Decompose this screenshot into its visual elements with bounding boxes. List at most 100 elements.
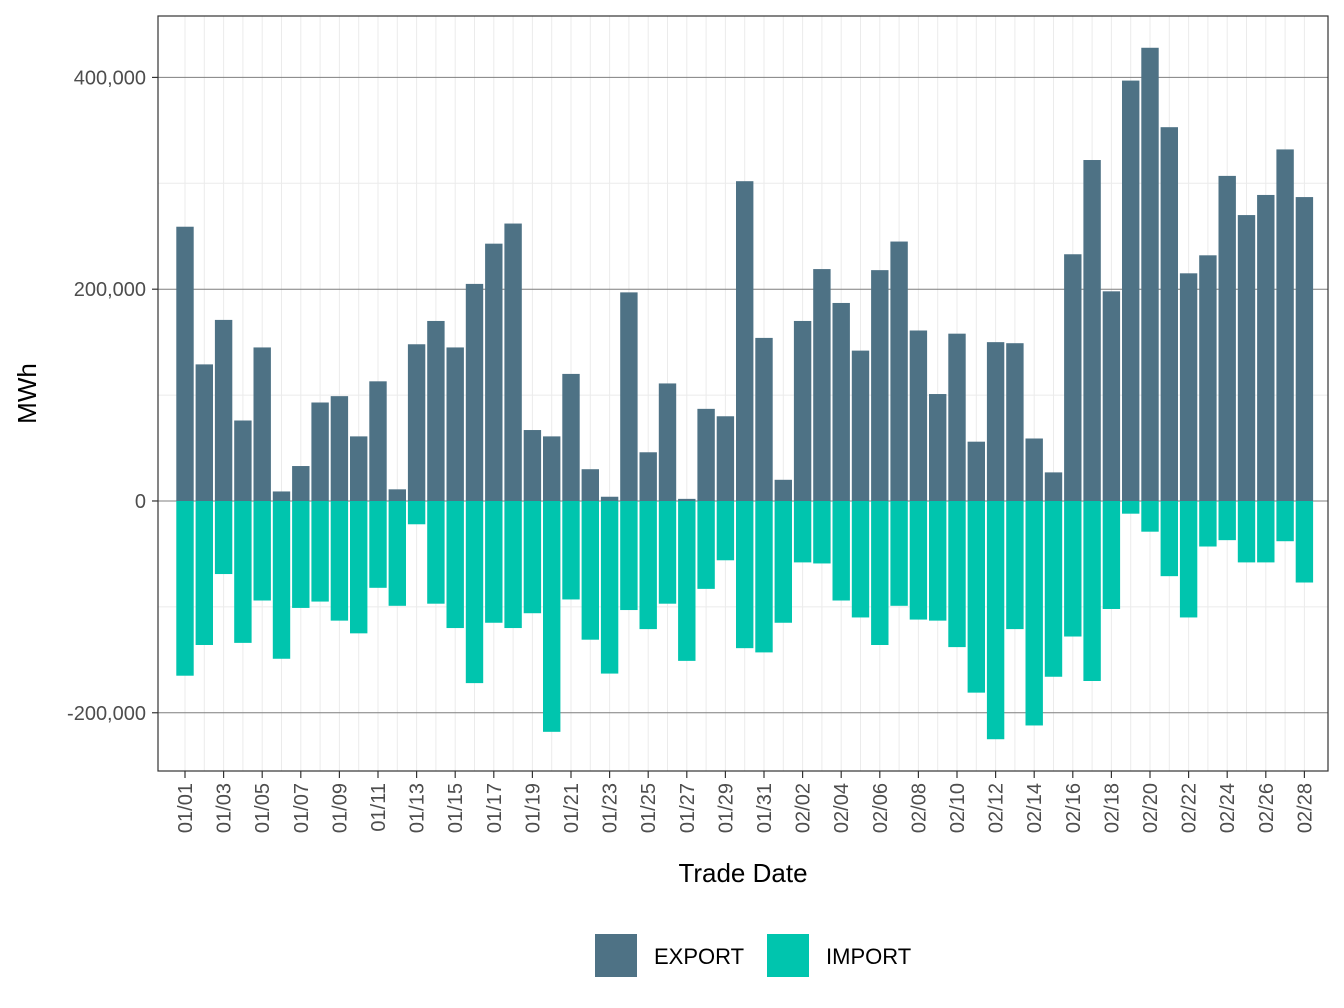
import-bar	[890, 500, 908, 606]
export-bar	[504, 223, 522, 501]
export-bar	[1064, 254, 1082, 501]
export-bar	[639, 452, 657, 501]
y-axis-title: MWh	[12, 363, 42, 424]
import-bar	[774, 500, 792, 623]
export-bar	[1237, 215, 1256, 501]
export-bar	[369, 381, 387, 501]
import-bar	[292, 500, 310, 608]
y-tick-label: -200,000	[67, 703, 146, 725]
x-tick-label: 02/22	[1179, 783, 1201, 833]
import-bar	[465, 500, 484, 684]
legend-label-export: EXPORT	[654, 944, 744, 969]
import-bar	[1064, 500, 1082, 637]
x-tick-label: 02/18	[1101, 783, 1123, 833]
export-bar	[292, 466, 310, 501]
export-bar	[195, 364, 213, 501]
export-bar	[967, 441, 985, 501]
import-bar	[755, 500, 773, 653]
plot-panel-border	[157, 15, 1329, 772]
import-bar	[832, 500, 850, 601]
import-bar	[1237, 500, 1256, 563]
import-bar	[311, 500, 329, 602]
export-bar	[1218, 175, 1236, 501]
export-bar	[407, 344, 426, 501]
x-tick-label: 01/19	[522, 783, 544, 833]
export-bar	[234, 420, 252, 501]
import-bar	[793, 500, 812, 563]
x-tick-label: 02/12	[986, 783, 1008, 833]
export-bar	[1025, 438, 1043, 501]
export-bar	[1295, 197, 1314, 501]
export-bar	[736, 181, 754, 501]
import-bar	[678, 500, 696, 661]
export-bar	[755, 337, 773, 501]
import-bar	[214, 500, 233, 575]
export-bar	[909, 330, 928, 501]
export-bar	[851, 350, 870, 501]
export-bar	[465, 283, 484, 501]
x-tick-label: 01/09	[329, 783, 351, 833]
export-bar	[678, 498, 696, 501]
export-bar	[1141, 47, 1159, 501]
import-bar	[1218, 500, 1236, 541]
export-bar	[214, 319, 233, 501]
import-bar	[986, 500, 1005, 740]
export-bar	[388, 489, 406, 501]
import-bar	[1257, 500, 1275, 563]
import-bar	[697, 500, 715, 589]
import-bar	[369, 500, 387, 588]
import-bar	[909, 500, 928, 620]
import-bar	[639, 500, 657, 630]
x-tick-label: 02/20	[1140, 783, 1162, 833]
x-tick-label: 01/05	[252, 783, 274, 833]
export-bar	[1122, 80, 1140, 501]
x-tick-label: 02/10	[947, 783, 969, 833]
export-bar	[311, 402, 329, 501]
export-bar	[1257, 194, 1275, 501]
legend: EXPORT IMPORT	[595, 934, 911, 977]
import-bar	[620, 500, 638, 611]
import-bar	[600, 500, 619, 674]
import-bar	[929, 500, 947, 621]
export-bar	[1179, 273, 1198, 501]
legend-swatch-export	[595, 934, 637, 977]
import-bar	[1044, 500, 1063, 677]
x-tick-label: 01/27	[677, 783, 699, 833]
import-bar	[1295, 500, 1314, 583]
import-bar	[658, 500, 677, 604]
x-tick-label: 01/31	[754, 783, 776, 833]
export-bar	[986, 342, 1005, 501]
import-bar	[350, 500, 368, 634]
export-bar	[176, 226, 194, 501]
import-bar	[813, 500, 831, 564]
export-bar	[1102, 291, 1121, 501]
export-bar	[1044, 472, 1063, 501]
y-tick-label: 400,000	[74, 67, 146, 89]
export-bar	[446, 347, 464, 501]
import-bar	[1102, 500, 1121, 609]
import-bar	[948, 500, 966, 648]
import-bar	[427, 500, 445, 604]
import-bar	[562, 500, 580, 600]
y-axis-ticks: -200,000 0 200,000 400,000	[67, 67, 158, 725]
x-tick-label: 01/29	[715, 783, 737, 833]
export-bar	[427, 320, 445, 501]
export-bar	[890, 241, 908, 501]
x-tick-label: 02/16	[1063, 783, 1085, 833]
x-tick-label: 02/26	[1256, 783, 1278, 833]
import-bar	[234, 500, 252, 643]
export-bar	[1083, 160, 1101, 501]
import-bar	[736, 500, 754, 649]
import-bars	[176, 500, 1314, 740]
import-bar	[195, 500, 213, 645]
import-bar	[543, 500, 561, 732]
export-bar	[620, 292, 638, 501]
import-bar	[523, 500, 542, 614]
x-tick-label: 02/08	[908, 783, 930, 833]
x-tick-label: 02/24	[1217, 783, 1239, 833]
x-tick-label: 01/25	[638, 783, 660, 833]
export-bar	[330, 396, 349, 501]
import-bar	[1122, 500, 1140, 514]
import-bar	[504, 500, 522, 629]
